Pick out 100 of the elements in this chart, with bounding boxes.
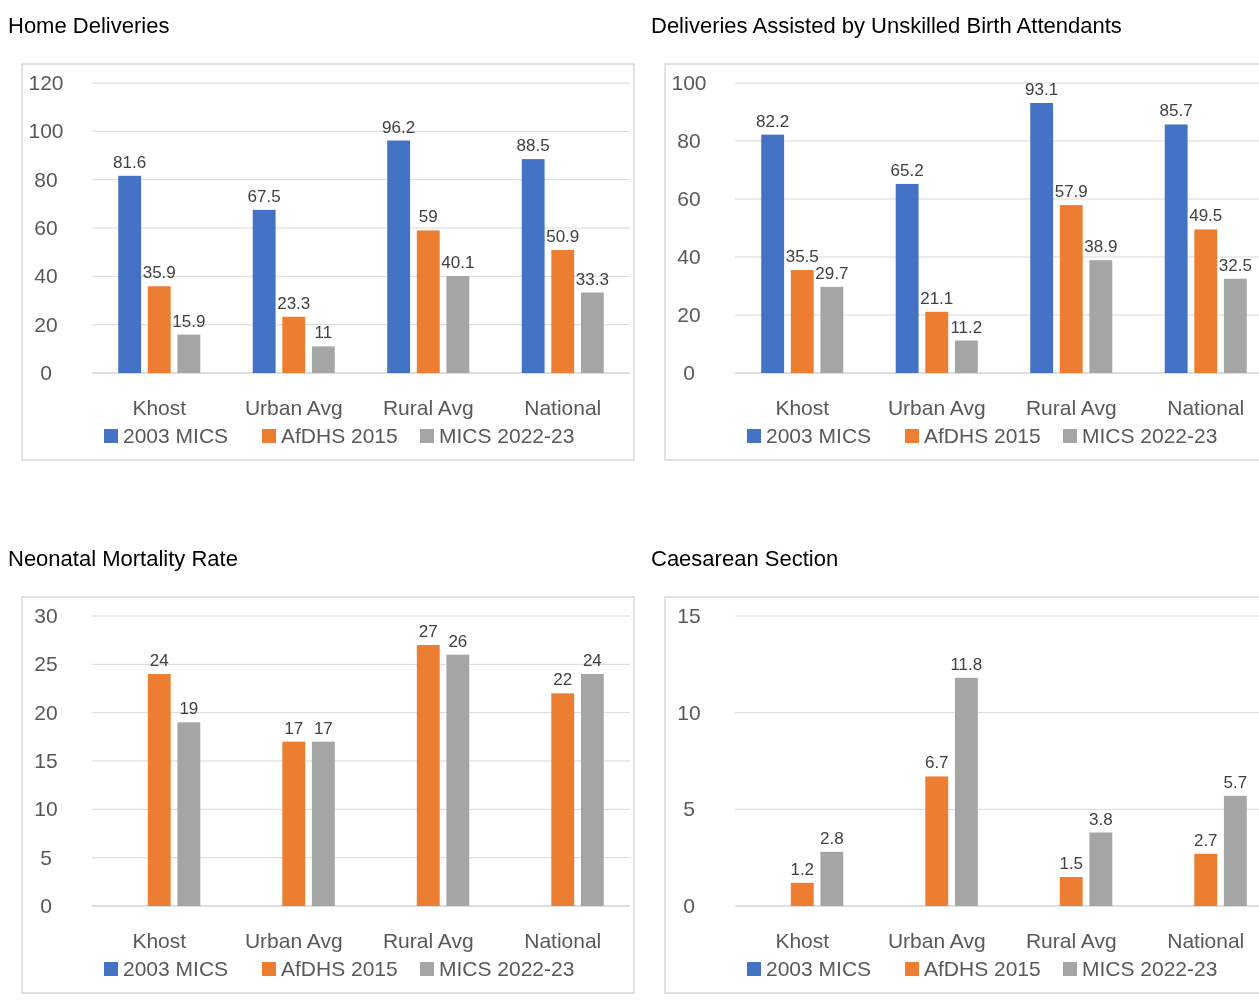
bar — [416, 230, 440, 373]
bar — [1194, 229, 1218, 373]
bar — [925, 311, 949, 373]
x-tick-label: National — [524, 396, 602, 419]
bar — [790, 882, 814, 906]
y-tick-label: 15 — [677, 604, 701, 627]
x-tick-label: Rural Avg — [382, 396, 474, 419]
y-tick-label: 80 — [34, 167, 58, 191]
data-label: 17 — [313, 718, 333, 738]
data-label: 11 — [314, 323, 333, 343]
legend-label: AfDHS 2015 — [281, 424, 398, 447]
bar — [311, 346, 335, 373]
y-tick-label: 0 — [683, 894, 695, 917]
bar — [551, 249, 575, 373]
bar — [1223, 278, 1247, 373]
bar — [1089, 832, 1113, 906]
data-label: 96.2 — [382, 117, 416, 137]
data-label: 22 — [553, 670, 573, 690]
data-label: 82.2 — [756, 111, 790, 131]
data-label: 15.9 — [172, 311, 206, 331]
data-label: 11.2 — [950, 317, 983, 337]
data-label: 57.9 — [1054, 182, 1088, 202]
bar — [446, 654, 470, 906]
y-tick-label: 100 — [671, 71, 707, 94]
data-label: 88.5 — [516, 136, 550, 156]
bar — [820, 286, 844, 373]
data-label: 24 — [149, 651, 169, 670]
x-tick-label: Khost — [775, 929, 830, 952]
bar — [282, 316, 306, 373]
legend-label: 2003 MICS — [123, 957, 229, 980]
bar — [580, 292, 604, 373]
y-tick-label: 40 — [677, 245, 701, 268]
bar — [1164, 124, 1188, 373]
data-label: 40.1 — [441, 253, 475, 273]
bar — [282, 741, 306, 906]
bar — [551, 693, 575, 906]
data-label: 1.2 — [790, 859, 815, 879]
y-tick-label: 5 — [683, 797, 695, 821]
bar — [1089, 260, 1113, 373]
x-tick-label: Urban Avg — [887, 396, 986, 419]
bar — [1030, 103, 1054, 373]
bar — [118, 175, 142, 373]
x-tick-label: National — [1167, 929, 1245, 952]
legend-label: 2003 MICS — [766, 957, 872, 980]
x-tick-label: Rural Avg — [1025, 396, 1117, 419]
bar — [1223, 795, 1247, 906]
data-label: 49.5 — [1189, 206, 1223, 226]
x-tick-label: Rural Avg — [1025, 929, 1117, 952]
data-label: 2.8 — [820, 828, 844, 848]
legend-label: AfDHS 2015 — [924, 957, 1041, 980]
data-label: 32.5 — [1218, 255, 1252, 275]
x-tick-label: National — [524, 929, 602, 952]
chart-title: Neonatal Mortality Rate — [8, 546, 238, 571]
data-label: 81.6 — [113, 152, 147, 172]
bar — [147, 674, 171, 906]
chart-title: Caesarean Section — [651, 546, 839, 571]
data-label: 38.9 — [1084, 237, 1118, 257]
legend-label: MICS 2022-23 — [439, 957, 575, 980]
x-tick-label: Khost — [132, 396, 187, 419]
data-label: 6.7 — [924, 753, 949, 773]
y-tick-label: 10 — [34, 797, 58, 821]
legend-label: AfDHS 2015 — [924, 424, 1041, 447]
data-label: 17 — [284, 718, 304, 738]
x-tick-label: Urban Avg — [244, 929, 343, 952]
bar — [521, 159, 545, 373]
legend-label: 2003 MICS — [766, 424, 872, 447]
data-label: 1.5 — [1059, 854, 1084, 873]
x-tick-label: Rural Avg — [382, 929, 474, 952]
legend-label: AfDHS 2015 — [281, 957, 398, 980]
data-label: 33.3 — [575, 269, 609, 289]
y-tick-label: 20 — [677, 303, 701, 326]
data-label: 3.8 — [1089, 809, 1113, 829]
data-label: 65.2 — [890, 160, 924, 180]
y-tick-label: 120 — [28, 71, 64, 94]
data-label: 93.1 — [1025, 80, 1059, 100]
y-tick-label: 25 — [34, 652, 58, 676]
data-label: 26 — [448, 631, 468, 651]
y-tick-label: 30 — [34, 604, 58, 627]
bar — [954, 677, 978, 906]
y-tick-label: 5 — [40, 845, 52, 869]
data-label: 35.9 — [142, 263, 176, 283]
chart-title: Home Deliveries — [8, 13, 170, 38]
bar — [954, 340, 978, 373]
bar — [1059, 205, 1083, 373]
data-label: 50.9 — [546, 226, 580, 246]
bar — [252, 209, 276, 373]
bar — [446, 276, 470, 373]
y-tick-label: 0 — [683, 361, 695, 384]
legend-label: MICS 2022-23 — [1082, 957, 1218, 980]
y-tick-label: 20 — [34, 700, 58, 724]
y-tick-label: 20 — [34, 312, 58, 336]
data-label: 2.7 — [1193, 830, 1218, 850]
y-tick-label: 60 — [677, 187, 701, 210]
data-label: 27 — [418, 622, 438, 641]
bar — [1059, 877, 1083, 906]
legend-label: 2003 MICS — [123, 424, 229, 447]
y-tick-label: 15 — [34, 749, 58, 772]
y-tick-label: 0 — [40, 361, 52, 384]
chart-title: Deliveries Assisted by Unskilled Birth Attendants — [651, 13, 1122, 38]
bar — [416, 645, 440, 906]
